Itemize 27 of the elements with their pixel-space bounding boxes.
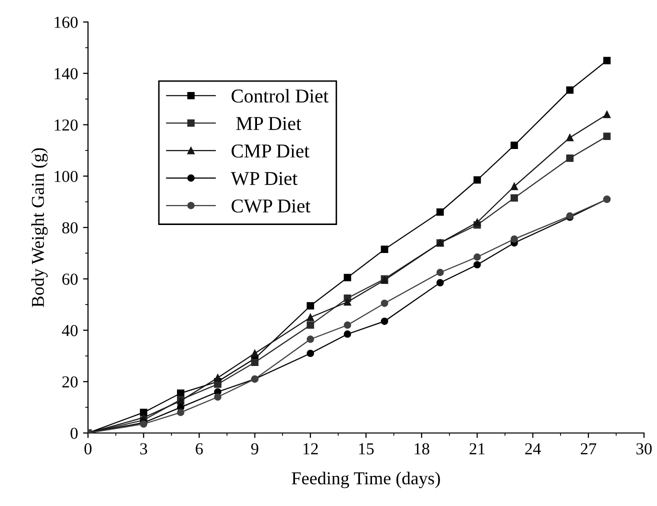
legend-label: MP Diet	[236, 117, 302, 130]
y-tick-label: 120	[54, 119, 78, 131]
x-tick-label: 30	[636, 443, 652, 454]
y-axis-title: Body Weight Gain (g)	[31, 148, 48, 308]
x-tick-label: 12	[304, 443, 318, 454]
x-axis-title: Feeding Time (days)	[292, 472, 440, 488]
y-tick-label: 60	[62, 274, 78, 285]
y-tick-label: 0	[70, 428, 78, 439]
y-tick-label: 20	[62, 376, 78, 388]
legend-label: CMP Diet	[232, 144, 310, 158]
legend-label: CWP Diet	[232, 199, 310, 213]
x-tick-label: 18	[414, 443, 430, 454]
x-tick-label: 27	[580, 443, 596, 454]
legend-label: WP Diet	[230, 172, 298, 186]
y-tick-label: 100	[54, 170, 78, 182]
x-tick-label: 6	[196, 443, 203, 454]
y-tick-label: 80	[62, 222, 78, 234]
x-tick-label: 21	[470, 443, 485, 454]
x-tick-label: 15	[359, 443, 374, 454]
x-tick-label: 24	[525, 443, 541, 454]
x-tick-label: 3	[140, 443, 148, 454]
x-tick-label: 0	[84, 443, 92, 454]
y-tick-label: 160	[54, 16, 78, 28]
y-tick-label: 140	[54, 68, 78, 80]
legend-label: Control Diet	[232, 88, 328, 103]
y-tick-label: 40	[62, 324, 78, 336]
x-tick-label: 9	[251, 443, 258, 454]
